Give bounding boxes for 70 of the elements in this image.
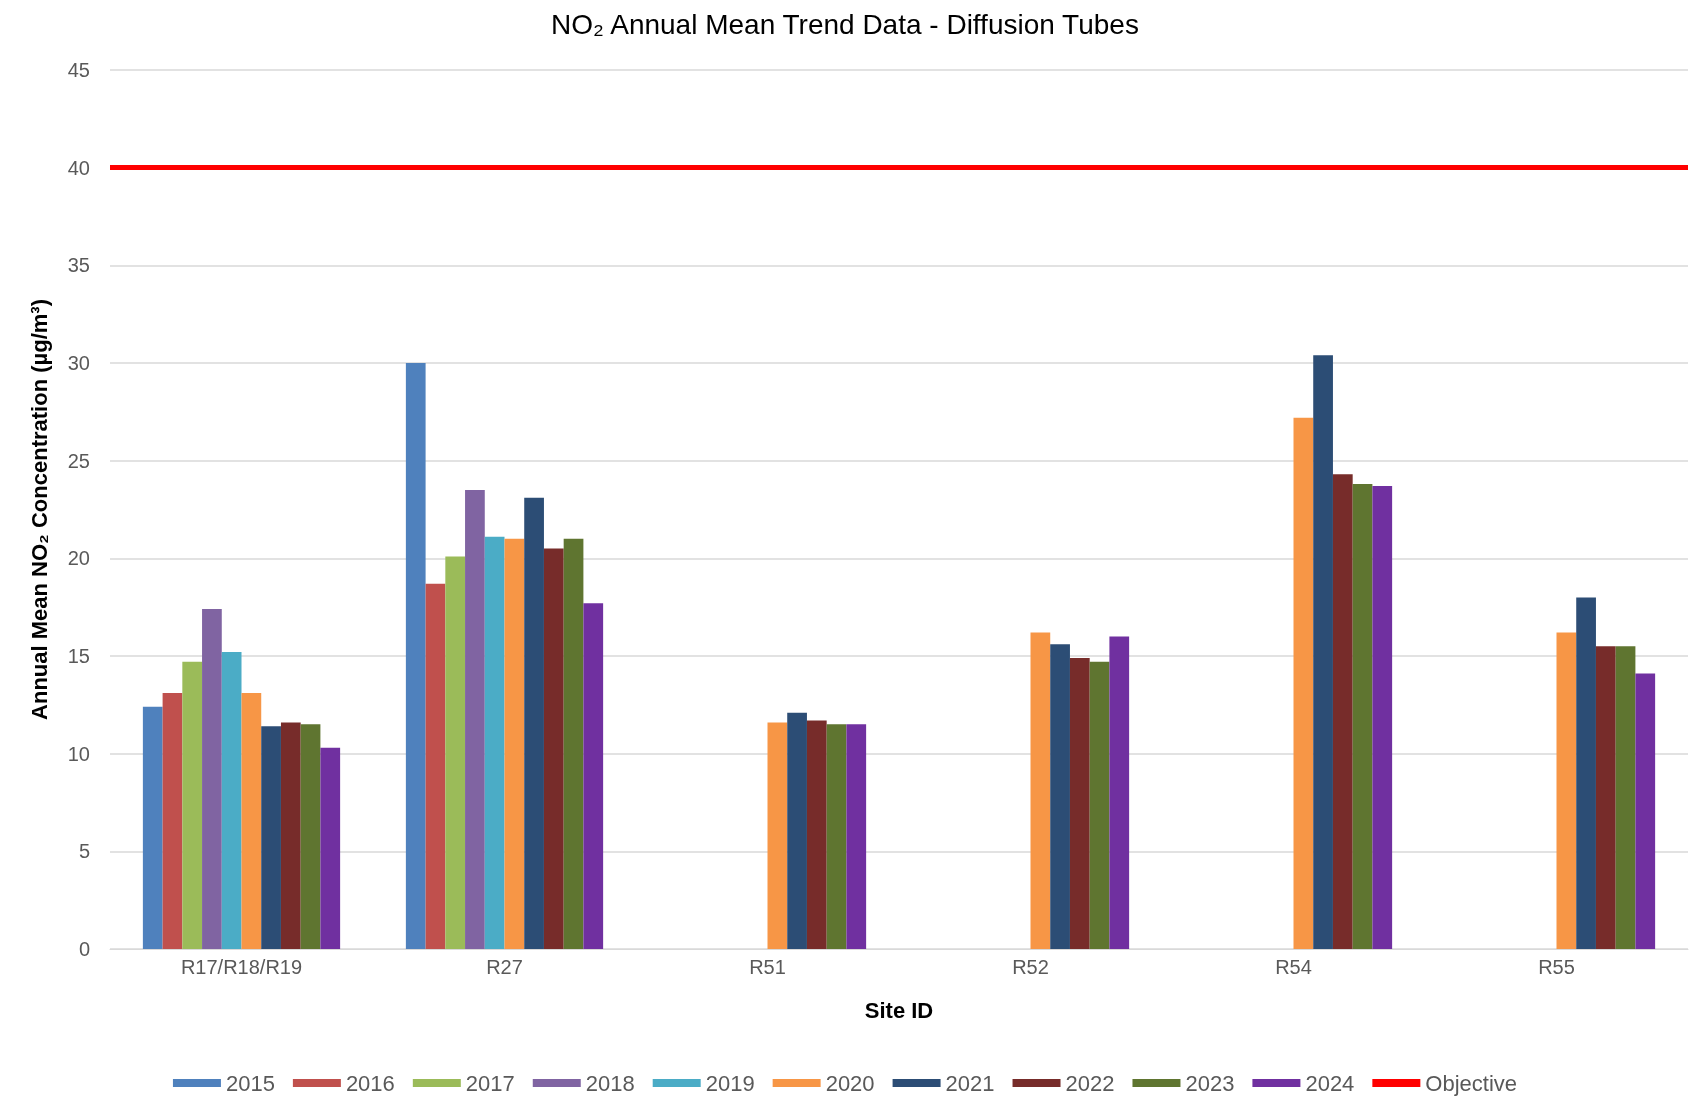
x-tick-label: R27	[486, 956, 523, 978]
legend-label: 2017	[465, 1070, 515, 1096]
bar	[1615, 646, 1636, 949]
bar	[767, 722, 788, 949]
bar	[1372, 486, 1393, 949]
legend-label: 2019	[705, 1070, 755, 1096]
bar	[1030, 632, 1051, 949]
bar	[1069, 657, 1090, 949]
bar	[261, 726, 281, 949]
bar	[280, 722, 301, 949]
x-tick-label: R52	[1012, 956, 1049, 978]
y-tick-label: 10	[67, 742, 90, 765]
y-tick-label: 30	[67, 352, 90, 374]
bar	[142, 706, 163, 949]
legend-label: 2020	[825, 1070, 875, 1096]
y-tick-label: 25	[67, 449, 90, 472]
bar	[425, 583, 446, 949]
y-tick-label: 45	[67, 59, 90, 81]
bar	[300, 724, 321, 949]
bar	[806, 720, 827, 949]
legend-label: 2016	[345, 1070, 395, 1096]
bar	[1293, 417, 1314, 949]
y-tick-label: 20	[67, 547, 90, 570]
bar	[241, 693, 262, 949]
chart-title: NO₂ Annual Mean Trend Data - Diffusion Tubes	[551, 8, 1139, 40]
bar	[563, 538, 584, 949]
legend-label: 2021	[945, 1070, 995, 1096]
bar	[1635, 673, 1656, 949]
legend-label: Objective	[1425, 1070, 1518, 1096]
bar	[162, 693, 183, 949]
y-tick-label: 0	[78, 938, 90, 960]
legend-label: 2022	[1065, 1070, 1115, 1096]
legend-label: 2015	[225, 1070, 275, 1096]
y-tick-label: 35	[67, 254, 90, 277]
x-axis-title: Site ID	[864, 997, 934, 1023]
bar	[1576, 597, 1596, 949]
bar	[405, 363, 426, 949]
legend-label: 2023	[1185, 1070, 1235, 1096]
legend-label: 2018	[585, 1070, 635, 1096]
x-tick-label: R55	[1538, 956, 1575, 978]
bar	[445, 556, 466, 949]
y-tick-label: 5	[78, 840, 90, 863]
bar	[524, 497, 544, 949]
bar	[846, 724, 867, 949]
bar	[1089, 661, 1110, 949]
x-tick-label: R51	[749, 956, 786, 978]
bar	[1332, 474, 1353, 949]
bar	[787, 712, 807, 949]
bar	[202, 609, 222, 949]
bar	[320, 747, 341, 949]
bar	[1352, 484, 1373, 949]
bar	[1313, 355, 1333, 949]
legend-label: 2024	[1305, 1070, 1355, 1096]
bar	[826, 724, 847, 949]
bar	[1050, 644, 1070, 949]
bar	[465, 489, 485, 949]
bar	[543, 548, 564, 949]
x-tick-label: R54	[1275, 956, 1312, 978]
bar	[583, 603, 604, 949]
y-axis-title: Annual Mean NO₂ Concentration (µg/m³)	[26, 299, 52, 720]
bar	[1595, 646, 1616, 949]
y-tick-label: 40	[67, 156, 90, 179]
x-tick-label: R17/R18/R19	[180, 956, 303, 978]
bar	[484, 536, 505, 949]
bar	[1109, 636, 1130, 949]
bar	[182, 661, 203, 949]
bar	[221, 652, 242, 949]
bar	[504, 538, 525, 949]
bar	[1556, 632, 1577, 949]
y-tick-label: 15	[67, 645, 90, 667]
